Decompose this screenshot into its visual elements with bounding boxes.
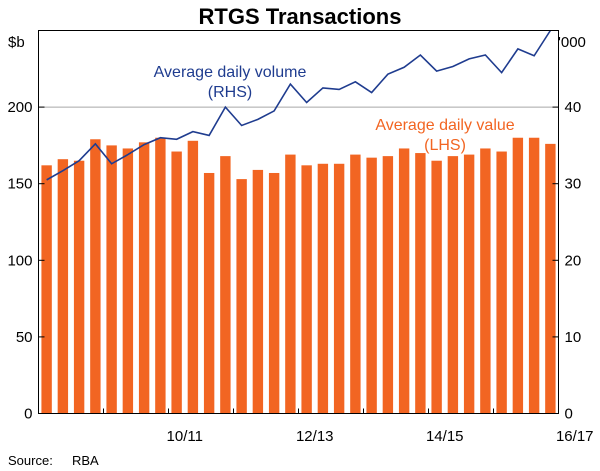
bar [187,140,199,414]
right-axis-tick-label: 10 [565,329,582,346]
bar [122,148,134,414]
line-series-volume [46,30,552,181]
bar [73,160,85,414]
bar [398,148,410,414]
x-axis-tick-label: 16/17 [556,428,594,445]
bar [431,160,442,414]
bar [171,151,182,414]
bar [480,148,491,414]
bar [90,139,101,414]
bar [447,156,459,414]
bar [333,163,345,414]
x-axis-tick-label: 12/13 [296,428,334,445]
left-axis-tick-label: 100 [7,252,32,269]
right-axis-tick-label: 40 [565,99,582,116]
left-axis-tick-labels: 0 50 100 150 200 [7,99,32,422]
x-axis-tick-labels: 10/11 12/13 14/15 16/17 [167,428,594,445]
volume-series-label: Average daily volume [154,64,307,81]
left-axis-tick-label: 200 [7,99,32,116]
value-series-label: Average daily value [375,117,514,134]
x-axis-tick-label: 10/11 [167,428,203,445]
bar-series-value [41,137,556,414]
bar [285,154,296,414]
bar [236,179,247,414]
bar [301,165,312,414]
left-axis-tick-label: 0 [24,406,32,423]
bar [366,157,377,414]
bar [463,154,475,414]
x-axis-tick-label: 14/15 [426,428,464,445]
bar [268,172,280,414]
bar [528,137,540,414]
axis-ticks [38,106,559,414]
volume-series-axis-note: (RHS) [208,84,252,101]
right-axis-tick-label: 20 [565,252,582,269]
bar [203,172,215,414]
bar [138,142,150,414]
bar [220,156,231,414]
bar [106,145,117,414]
bar [382,156,394,414]
bar [415,153,426,414]
chart-title: RTGS Transactions [199,4,402,29]
bar [317,163,329,414]
right-axis-tick-label: 30 [565,176,582,193]
source-value: RBA [72,453,99,468]
left-axis-tick-label: 50 [16,329,33,346]
bar [252,169,264,414]
bar [512,137,524,414]
right-axis-tick-labels: 0 10 20 30 40 [565,99,582,422]
value-series-axis-note: (LHS) [424,137,466,154]
bar [57,159,69,414]
bar [41,165,52,414]
left-axis-tick-label: 150 [7,176,32,193]
source-label: Source: [8,453,53,468]
bar [350,154,361,414]
right-axis-tick-label: 0 [565,406,573,423]
bar [545,143,556,414]
right-axis-unit: '000 [558,34,586,51]
bar [496,151,507,414]
bar [155,137,166,414]
left-axis-unit: $b [8,34,25,51]
